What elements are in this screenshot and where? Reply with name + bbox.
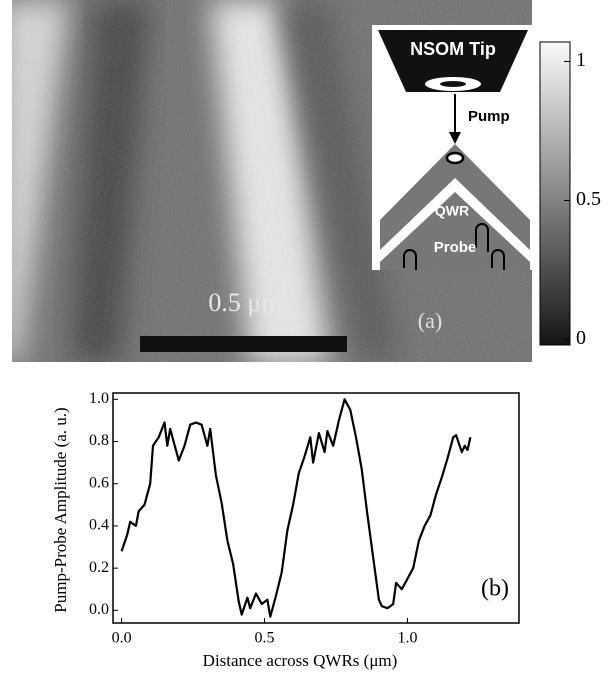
- inset-label: QWR: [435, 203, 469, 219]
- arrowhead: [449, 132, 461, 144]
- inset-label: Probe: [434, 239, 477, 256]
- y-axis-label: Pump-Probe Amplitude (a. u.): [51, 407, 70, 612]
- probe-arrow: [491, 249, 505, 270]
- panel-label: (a): [418, 308, 442, 333]
- y-tick-label: 0.6: [89, 474, 109, 491]
- probe-arrow: [403, 249, 417, 270]
- y-tick-label: 0.0: [89, 601, 109, 618]
- x-tick-label: 1.0: [397, 630, 417, 647]
- inset-label: Pump: [468, 108, 510, 125]
- colorbar-tick-label: 1: [576, 49, 586, 71]
- scale-bar: [140, 336, 347, 352]
- plot-frame: [112, 392, 520, 624]
- colorbar: [539, 41, 571, 346]
- qwr-chevron: [380, 144, 530, 250]
- tip-hole: [440, 81, 466, 87]
- y-tick-label: 0.8: [89, 432, 109, 449]
- colorbar-tick-label: 0.5: [576, 188, 601, 210]
- y-tick-label: 0.4: [89, 517, 109, 534]
- nsom-tip: [378, 30, 528, 92]
- x-tick-label: 0.5: [255, 630, 275, 647]
- chevron-gap: [383, 183, 527, 254]
- panel-label: (b): [481, 576, 509, 602]
- scale-bar-label: 0.5 μm: [208, 288, 281, 317]
- data-line: [120, 398, 472, 618]
- y-tick-label: 1.0: [89, 390, 109, 407]
- x-axis-label: Distance across QWRs (μm): [203, 651, 398, 670]
- lower-layer: [380, 192, 530, 270]
- inset-label: NSOM Tip: [410, 39, 496, 59]
- excitation-spot: [445, 151, 465, 165]
- probe-arrow: [475, 223, 489, 252]
- colorbar-tick-label: 0: [576, 327, 586, 349]
- y-tick-label: 0.2: [89, 559, 109, 576]
- x-tick-label: 0.0: [112, 630, 132, 647]
